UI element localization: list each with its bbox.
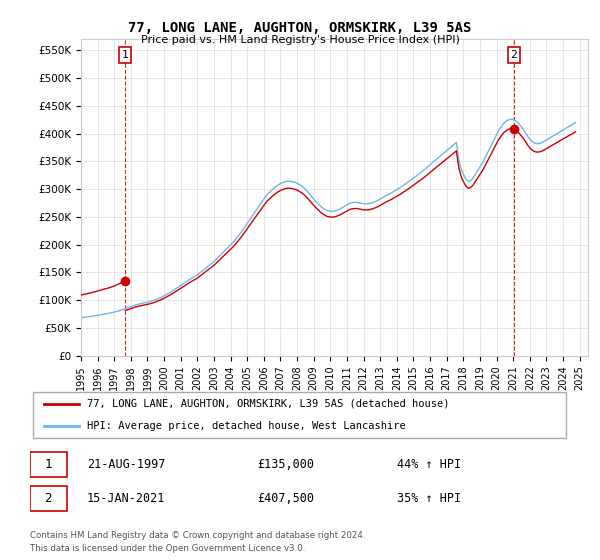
- FancyBboxPatch shape: [30, 486, 67, 511]
- FancyBboxPatch shape: [33, 393, 566, 437]
- Text: HPI: Average price, detached house, West Lancashire: HPI: Average price, detached house, West…: [86, 421, 406, 431]
- Text: Price paid vs. HM Land Registry's House Price Index (HPI): Price paid vs. HM Land Registry's House …: [140, 35, 460, 45]
- Text: 15-JAN-2021: 15-JAN-2021: [86, 492, 165, 505]
- Text: 44% ↑ HPI: 44% ↑ HPI: [397, 458, 461, 472]
- Text: This data is licensed under the Open Government Licence v3.0.: This data is licensed under the Open Gov…: [30, 544, 305, 553]
- Text: £407,500: £407,500: [257, 492, 314, 505]
- Text: 2: 2: [44, 492, 52, 505]
- Text: 77, LONG LANE, AUGHTON, ORMSKIRK, L39 5AS (detached house): 77, LONG LANE, AUGHTON, ORMSKIRK, L39 5A…: [86, 399, 449, 409]
- Text: Contains HM Land Registry data © Crown copyright and database right 2024.: Contains HM Land Registry data © Crown c…: [30, 531, 365, 540]
- Text: 1: 1: [44, 458, 52, 472]
- Text: 77, LONG LANE, AUGHTON, ORMSKIRK, L39 5AS: 77, LONG LANE, AUGHTON, ORMSKIRK, L39 5A…: [128, 21, 472, 35]
- Text: £135,000: £135,000: [257, 458, 314, 472]
- Text: 35% ↑ HPI: 35% ↑ HPI: [397, 492, 461, 505]
- FancyBboxPatch shape: [30, 452, 67, 477]
- Text: 21-AUG-1997: 21-AUG-1997: [86, 458, 165, 472]
- Text: 1: 1: [122, 50, 128, 60]
- Text: 2: 2: [511, 50, 517, 60]
